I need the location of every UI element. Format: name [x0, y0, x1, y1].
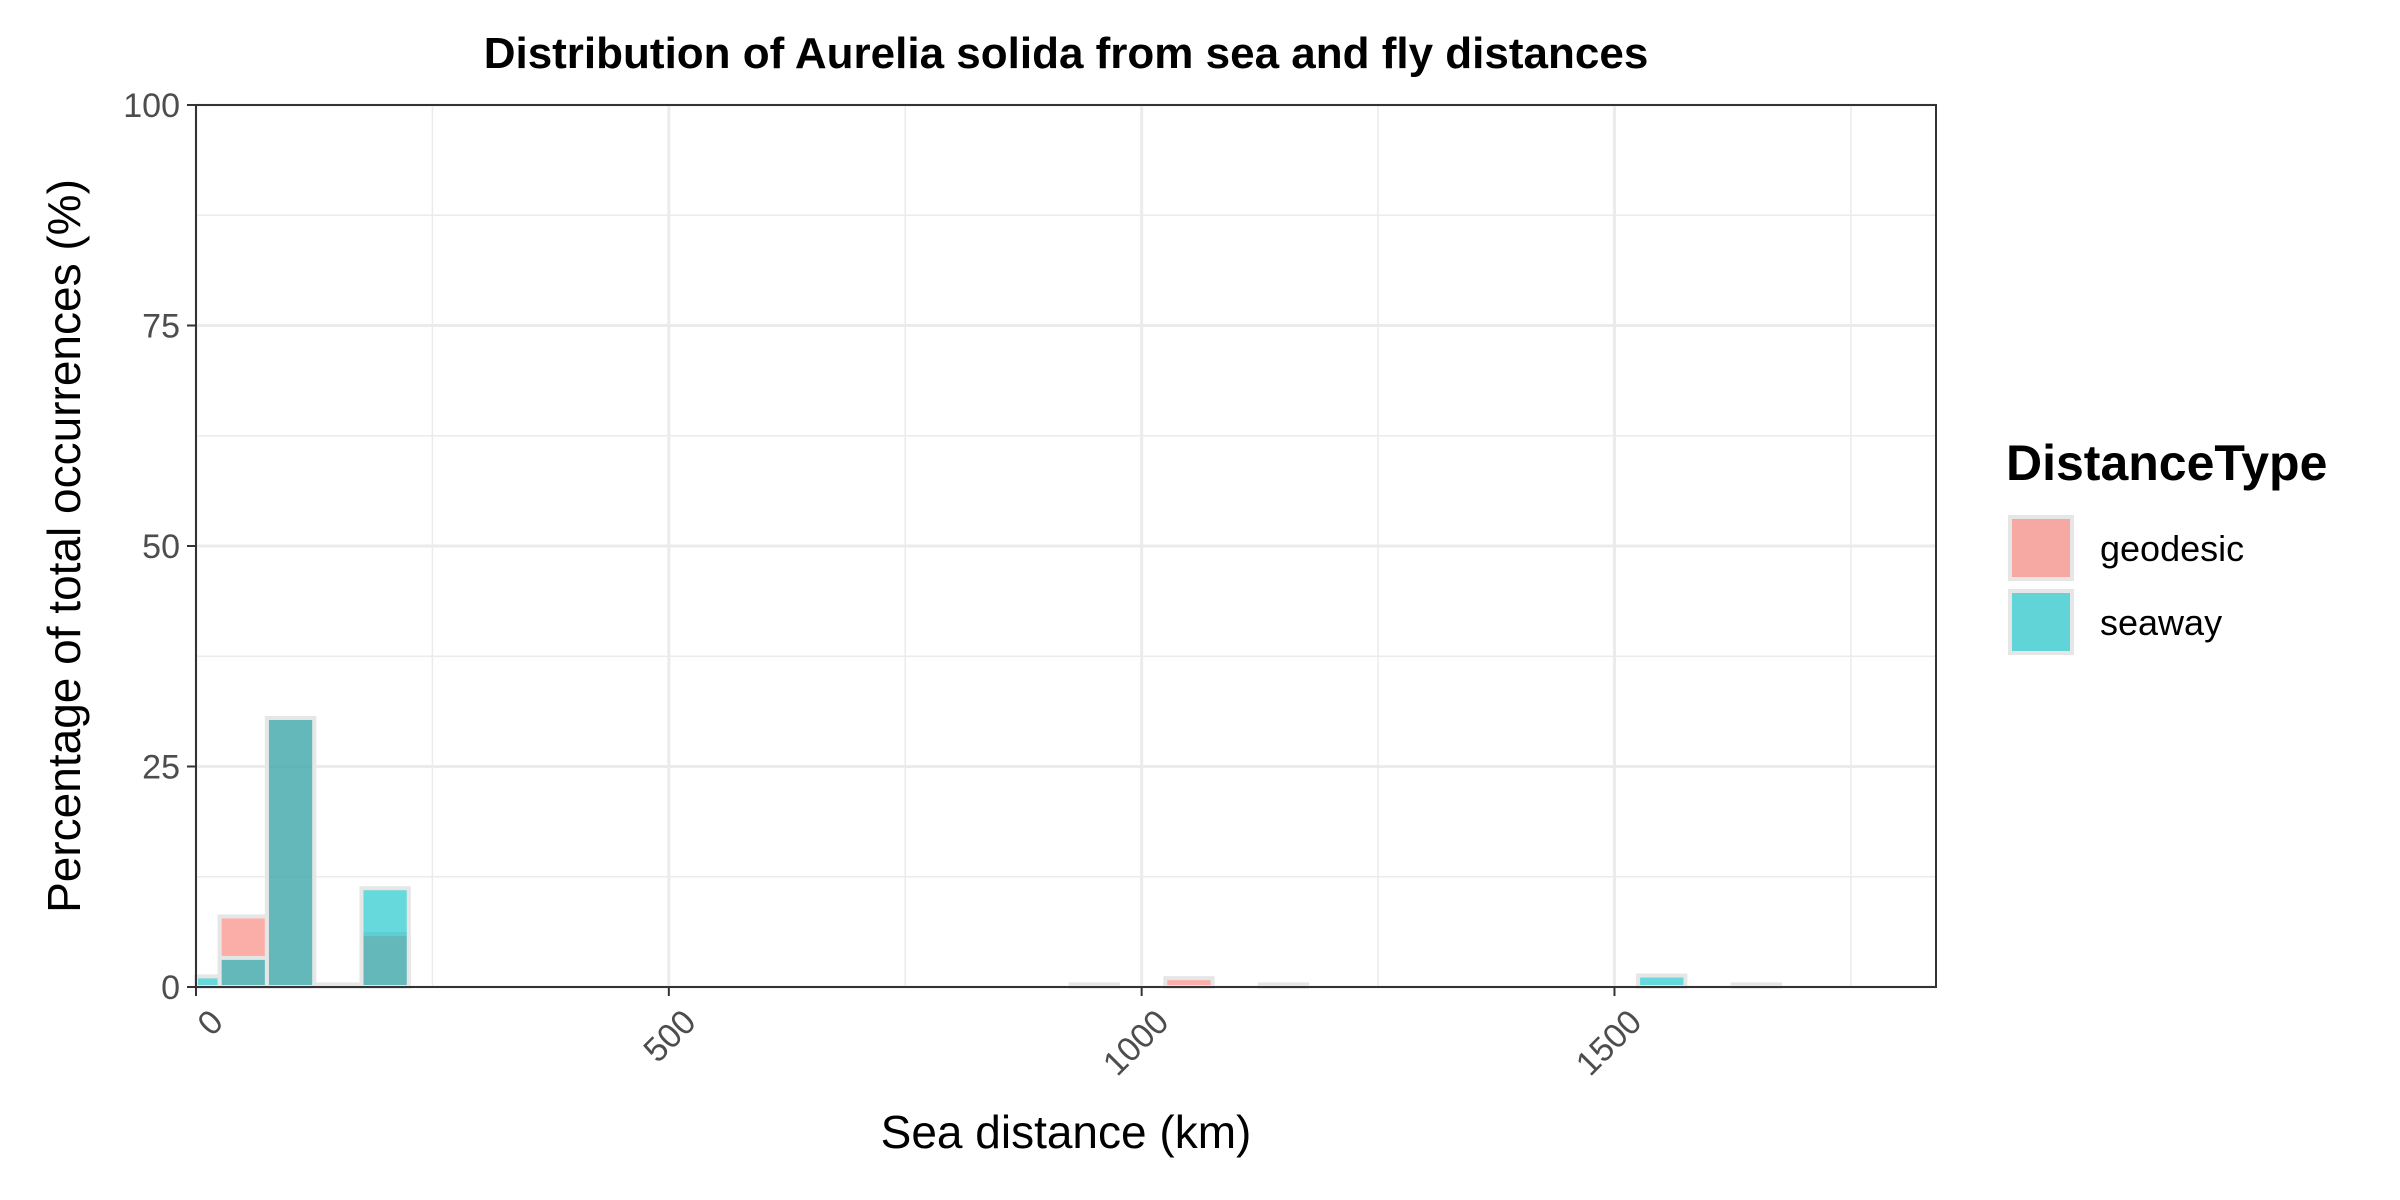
bars: [194, 715, 1782, 990]
y-axis-ticks: 0 25 50 75 100: [123, 87, 196, 1007]
bar-seaway: [264, 715, 317, 989]
y-tick-label: 100: [123, 87, 180, 125]
legend-swatch-geodesic: [2008, 515, 2074, 581]
legend-items: geodesic seaway: [2008, 515, 2244, 655]
y-axis-title: Percentage of total occurrences (%): [38, 179, 90, 913]
x-tick-label: 500: [636, 1003, 703, 1070]
x-tick-label: 1000: [1096, 1003, 1176, 1083]
legend-title: DistanceType: [2006, 435, 2327, 491]
y-tick-label: 75: [142, 308, 180, 346]
bar-geodesic: [1163, 976, 1215, 989]
legend-label-seaway: seaway: [2100, 602, 2222, 643]
legend: DistanceType geodesic seaway: [2006, 435, 2327, 655]
bar-seaway: [359, 886, 411, 989]
legend-swatch-seaway: [2008, 589, 2074, 655]
y-tick-label: 25: [142, 749, 180, 787]
x-axis-ticks: 0 500 1000 1500: [190, 987, 1649, 1083]
x-axis-title: Sea distance (km): [881, 1106, 1252, 1158]
bar-seaway: [1636, 973, 1688, 989]
y-tick-label: 0: [161, 969, 180, 1007]
x-tick-label: 0: [190, 1003, 230, 1043]
y-tick-label: 50: [142, 528, 180, 566]
bar-seaway: [217, 955, 269, 989]
bar-seaway: [194, 974, 222, 990]
x-tick-label: 1500: [1569, 1003, 1649, 1083]
chart-title: Distribution of Aurelia solida from sea …: [484, 29, 1649, 78]
legend-label-geodesic: geodesic: [2100, 528, 2244, 569]
